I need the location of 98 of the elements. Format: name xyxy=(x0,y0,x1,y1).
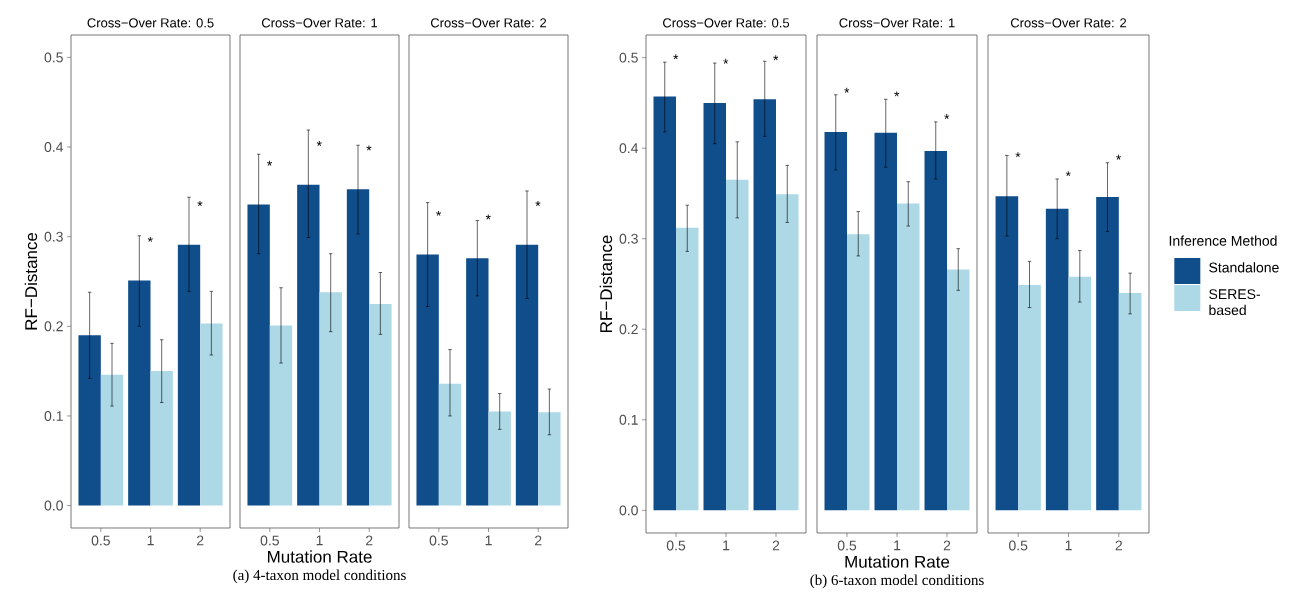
chart-title: Cross−Over Rate: 2 xyxy=(1010,18,1127,28)
bar xyxy=(515,244,539,506)
bar xyxy=(150,371,173,506)
bar xyxy=(128,280,151,506)
bar xyxy=(924,150,947,511)
bar xyxy=(100,374,124,506)
x-tick-label: 0.5 xyxy=(837,540,857,551)
data-label: * xyxy=(673,54,679,60)
bar xyxy=(1045,208,1069,511)
y-tick-label: 0.4 xyxy=(44,142,64,152)
data-label: * xyxy=(436,210,442,216)
x-tick-label: 2 xyxy=(943,540,951,551)
y-tick-label: 0.1 xyxy=(44,410,63,421)
x-axis-title: Mutation Rate xyxy=(267,550,372,563)
legend-title: Inference Method xyxy=(1169,235,1277,246)
y-axis-title: RF−Distance xyxy=(24,232,38,330)
x-tick-label: 1 xyxy=(894,540,901,551)
bar xyxy=(247,204,270,506)
data-label: * xyxy=(197,201,203,206)
x-tick-label: 1 xyxy=(147,535,154,546)
bar xyxy=(319,292,342,506)
bar xyxy=(1096,197,1119,511)
x-tick-label: 0.5 xyxy=(260,535,279,546)
chart-title: Cross−Over Rate: 0.5 xyxy=(663,18,790,28)
data-label: * xyxy=(485,214,491,220)
x-tick-label: 1 xyxy=(316,535,323,546)
data-label: * xyxy=(535,201,541,206)
x-tick-label: 0.5 xyxy=(1009,540,1028,551)
data-label: * xyxy=(316,141,322,146)
text: (a) 4-taxon model conditions xyxy=(233,569,406,584)
x-tick-label: 1 xyxy=(723,540,730,551)
data-label: * xyxy=(844,87,850,93)
data-label: * xyxy=(1065,171,1071,177)
x-tick-label: 0.5 xyxy=(429,535,448,546)
x-tick-label: 2 xyxy=(772,540,780,551)
y-tick-label: 0.0 xyxy=(44,500,63,511)
bar xyxy=(897,203,920,511)
y-tick-label: 0.1 xyxy=(619,414,638,425)
chart-title: Cross−Over Rate: 1 xyxy=(261,18,378,28)
data-label: * xyxy=(894,91,900,97)
bar xyxy=(726,179,749,511)
x-tick-label: 1 xyxy=(1065,540,1072,551)
bar xyxy=(297,184,320,506)
x-axis-title: Mutation Rate xyxy=(845,555,950,568)
bar xyxy=(369,303,392,506)
legend-label: Standalone xyxy=(1209,262,1279,273)
bar xyxy=(438,383,462,506)
y-tick-label: 0.3 xyxy=(44,231,63,242)
x-tick-label: 2 xyxy=(535,535,542,546)
bar xyxy=(753,99,776,511)
bar xyxy=(653,96,677,511)
y-axis-title: RF−Distance xyxy=(599,235,613,332)
bar xyxy=(346,189,370,506)
data-label: * xyxy=(1015,152,1021,158)
y-tick-label: 0.5 xyxy=(619,52,638,63)
y-tick-label: 0.2 xyxy=(44,321,63,332)
bar xyxy=(847,234,870,511)
data-label: * xyxy=(267,160,273,166)
bar xyxy=(416,254,439,506)
y-tick-label: 0.5 xyxy=(44,52,63,63)
bar xyxy=(1018,284,1041,511)
bar xyxy=(78,335,101,506)
bar xyxy=(947,269,970,511)
bar xyxy=(466,258,489,506)
legend-label: SERES-based xyxy=(1209,289,1261,316)
x-tick-label: 2 xyxy=(1115,540,1123,551)
chart-title: Cross−Over Rate: 1 xyxy=(839,18,955,28)
bar xyxy=(1068,276,1092,511)
text: (b) 6-taxon model conditions xyxy=(810,574,984,589)
bar xyxy=(488,411,511,506)
data-label: * xyxy=(366,145,372,151)
bar xyxy=(676,227,699,511)
data-label: * xyxy=(1116,154,1122,160)
x-tick-label: 2 xyxy=(366,535,373,546)
y-tick-label: 0.2 xyxy=(619,324,638,335)
chart-title: Cross−Over Rate: 2 xyxy=(430,18,547,28)
bar xyxy=(874,132,897,511)
chart-title: Cross−Over Rate: 0.5 xyxy=(87,18,214,28)
bar xyxy=(269,325,293,506)
bar xyxy=(1118,293,1142,511)
bar xyxy=(824,131,848,511)
x-tick-label: 0.5 xyxy=(666,540,686,551)
bar xyxy=(177,244,201,506)
y-tick-label: 0.3 xyxy=(619,233,638,244)
data-label: * xyxy=(147,236,153,242)
data-label: * xyxy=(723,58,729,64)
y-tick-label: 0.0 xyxy=(619,505,638,516)
data-label: * xyxy=(944,114,950,120)
data-label: * xyxy=(773,55,779,61)
x-tick-label: 0.5 xyxy=(91,535,110,546)
bar xyxy=(776,194,799,511)
bar xyxy=(995,196,1019,511)
bar xyxy=(703,102,727,511)
bar xyxy=(538,412,561,506)
y-tick-label: 0.4 xyxy=(619,143,639,154)
x-tick-label: 2 xyxy=(197,535,204,546)
bar xyxy=(200,323,223,506)
x-tick-label: 1 xyxy=(485,535,492,546)
